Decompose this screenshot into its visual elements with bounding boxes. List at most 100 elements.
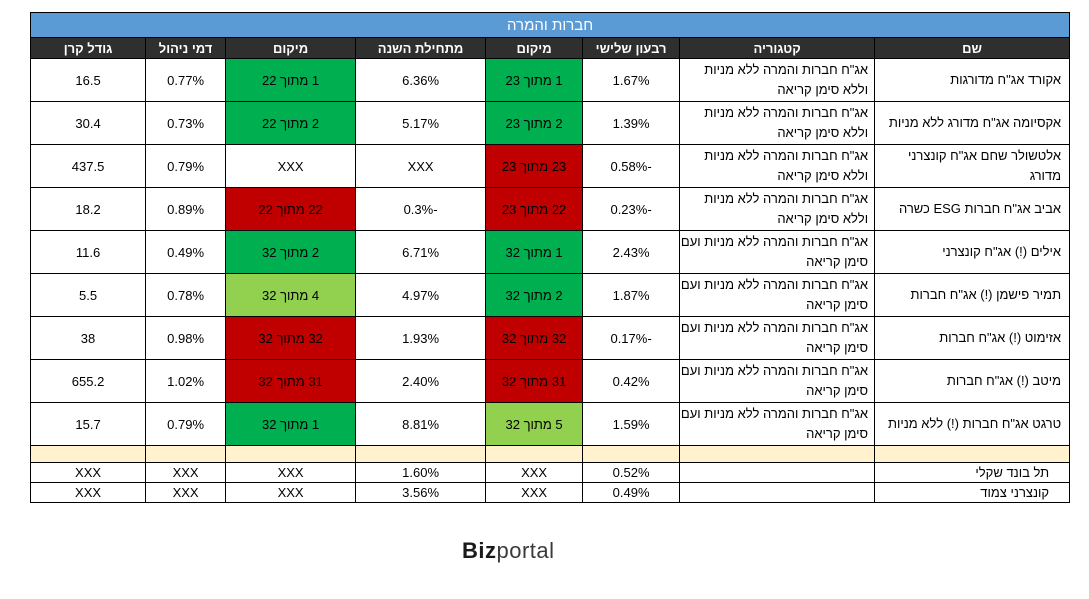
- benchmark-q3-rank: XXX: [485, 482, 584, 503]
- q3-return: 0.42%: [582, 359, 681, 403]
- table-row: אביב אג"ח חברות ESG כשרה אג"ח חברות והמרה…: [29, 187, 1071, 231]
- fund-name: אקסיומה אג"ח מדורג ללא מניות: [874, 101, 1071, 145]
- fund-category: אג"ח חברות והמרה ללא מניות ועם סימן קריא…: [679, 402, 876, 446]
- fund-category: אג"ח חברות והמרה ללא מניות וללא סימן קרי…: [679, 58, 876, 102]
- separator-cell: [874, 445, 1071, 463]
- benchmark-name: קונצרני צמוד: [874, 482, 1071, 503]
- q3-rank: 23 מתוך 23: [485, 144, 584, 188]
- table-row: אילים (!) אג"ח קונצרני אג"ח חברות והמרה ל…: [29, 230, 1071, 274]
- q3-return: -0.17%: [582, 316, 681, 360]
- logo-biz-text: Biz: [462, 538, 497, 563]
- management-fee: 1.02%: [145, 359, 227, 403]
- ytd-return: 4.97%: [355, 273, 487, 317]
- fund-size: 5.5: [29, 273, 147, 317]
- column-header: מיקום: [485, 37, 584, 59]
- q3-return: 1.59%: [582, 402, 681, 446]
- separator-cell: [355, 445, 487, 463]
- table-row: תמיר פישמן (!) אג"ח חברות אג"ח חברות והמר…: [29, 273, 1071, 317]
- fund-category: אג"ח חברות והמרה ללא מניות ועם סימן קריא…: [679, 359, 876, 403]
- fund-size: 15.7: [29, 402, 147, 446]
- benchmark-q3: 0.49%: [582, 482, 681, 503]
- management-fee: 0.89%: [145, 187, 227, 231]
- benchmark-ytd: 3.56%: [355, 482, 487, 503]
- fund-name: אביב אג"ח חברות ESG כשרה: [874, 187, 1071, 231]
- separator-cell: [679, 445, 876, 463]
- benchmark-fee: XXX: [145, 462, 227, 483]
- benchmark-ytd-rank: XXX: [225, 482, 357, 503]
- ytd-rank: 2 מתוך 32: [225, 230, 357, 274]
- management-fee: 0.98%: [145, 316, 227, 360]
- fund-size: 437.5: [29, 144, 147, 188]
- column-header: גודל קרן: [29, 37, 147, 59]
- table-row: אלטשולר שחם אג"ח קונצרני מדורג אג"ח חברות…: [29, 144, 1071, 188]
- table-body: אקורד אג"ח מדורגות אג"ח חברות והמרה ללא מ…: [29, 58, 1071, 503]
- fund-size: 11.6: [29, 230, 147, 274]
- ytd-return: 2.40%: [355, 359, 487, 403]
- fund-size: 18.2: [29, 187, 147, 231]
- ytd-return: 8.81%: [355, 402, 487, 446]
- management-fee: 0.73%: [145, 101, 227, 145]
- table-title: חברות והמרה: [29, 12, 1071, 38]
- fund-category: אג"ח חברות והמרה ללא מניות ועם סימן קריא…: [679, 230, 876, 274]
- logo-portal-text: portal: [496, 538, 555, 563]
- funds-table: חברות והמרה שם קטגוריה רבעון שלישי מיקום מתח…: [29, 12, 1071, 503]
- separator-cell: [485, 445, 584, 463]
- fund-name: אילים (!) אג"ח קונצרני: [874, 230, 1071, 274]
- ytd-rank: 22 מתוך 22: [225, 187, 357, 231]
- table-row: מיטב (!) אג"ח חברות אג"ח חברות והמרה ללא …: [29, 359, 1071, 403]
- ytd-rank: 1 מתוך 22: [225, 58, 357, 102]
- fund-name: טרגט אג"ח חברות (!) ללא מניות: [874, 402, 1071, 446]
- ytd-return: 1.93%: [355, 316, 487, 360]
- ytd-return: 5.17%: [355, 101, 487, 145]
- fund-size: 38: [29, 316, 147, 360]
- column-header: דמי ניהול: [145, 37, 227, 59]
- benchmark-row: תל בונד שקלי 0.52% XXX 1.60% XXX XXX XXX: [29, 462, 1071, 483]
- column-header: רבעון שלישי: [582, 37, 681, 59]
- q3-rank: 22 מתוך 23: [485, 187, 584, 231]
- q3-rank: 1 מתוך 32: [485, 230, 584, 274]
- bizportal-logo: Bizportal: [462, 538, 555, 564]
- q3-return: 2.43%: [582, 230, 681, 274]
- benchmark-category: [679, 482, 876, 503]
- fund-name: אזימוט (!) אג"ח חברות: [874, 316, 1071, 360]
- separator-cell: [145, 445, 227, 463]
- ytd-rank: 31 מתוך 32: [225, 359, 357, 403]
- ytd-return: -0.3%: [355, 187, 487, 231]
- management-fee: 0.49%: [145, 230, 227, 274]
- separator-row: [29, 445, 1071, 463]
- table-row: אקסיומה אג"ח מדורג ללא מניות אג"ח חברות ו…: [29, 101, 1071, 145]
- separator-cell: [29, 445, 147, 463]
- benchmark-q3: 0.52%: [582, 462, 681, 483]
- q3-return: 1.39%: [582, 101, 681, 145]
- benchmark-name: תל בונד שקלי: [874, 462, 1071, 483]
- ytd-rank: 4 מתוך 32: [225, 273, 357, 317]
- fund-name: תמיר פישמן (!) אג"ח חברות: [874, 273, 1071, 317]
- q3-rank: 31 מתוך 32: [485, 359, 584, 403]
- table-row: טרגט אג"ח חברות (!) ללא מניות אג"ח חברות …: [29, 402, 1071, 446]
- q3-return: -0.23%: [582, 187, 681, 231]
- management-fee: 0.77%: [145, 58, 227, 102]
- q3-return: -0.58%: [582, 144, 681, 188]
- ytd-return: 6.36%: [355, 58, 487, 102]
- column-header: קטגוריה: [679, 37, 876, 59]
- fund-name: אלטשולר שחם אג"ח קונצרני מדורג: [874, 144, 1071, 188]
- ytd-rank: 2 מתוך 22: [225, 101, 357, 145]
- column-header: מתחילת השנה: [355, 37, 487, 59]
- fund-category: אג"ח חברות והמרה ללא מניות ועם סימן קריא…: [679, 316, 876, 360]
- separator-cell: [225, 445, 357, 463]
- q3-return: 1.67%: [582, 58, 681, 102]
- q3-rank: 1 מתוך 23: [485, 58, 584, 102]
- ytd-return: XXX: [355, 144, 487, 188]
- benchmark-size: XXX: [29, 462, 147, 483]
- q3-rank: 5 מתוך 32: [485, 402, 584, 446]
- benchmark-ytd-rank: XXX: [225, 462, 357, 483]
- management-fee: 0.79%: [145, 144, 227, 188]
- q3-rank: 32 מתוך 32: [485, 316, 584, 360]
- fund-category: אג"ח חברות והמרה ללא מניות וללא סימן קרי…: [679, 187, 876, 231]
- ytd-rank: XXX: [225, 144, 357, 188]
- table-row: אזימוט (!) אג"ח חברות אג"ח חברות והמרה לל…: [29, 316, 1071, 360]
- column-header: מיקום: [225, 37, 357, 59]
- fund-size: 16.5: [29, 58, 147, 102]
- fund-size: 655.2: [29, 359, 147, 403]
- benchmark-ytd: 1.60%: [355, 462, 487, 483]
